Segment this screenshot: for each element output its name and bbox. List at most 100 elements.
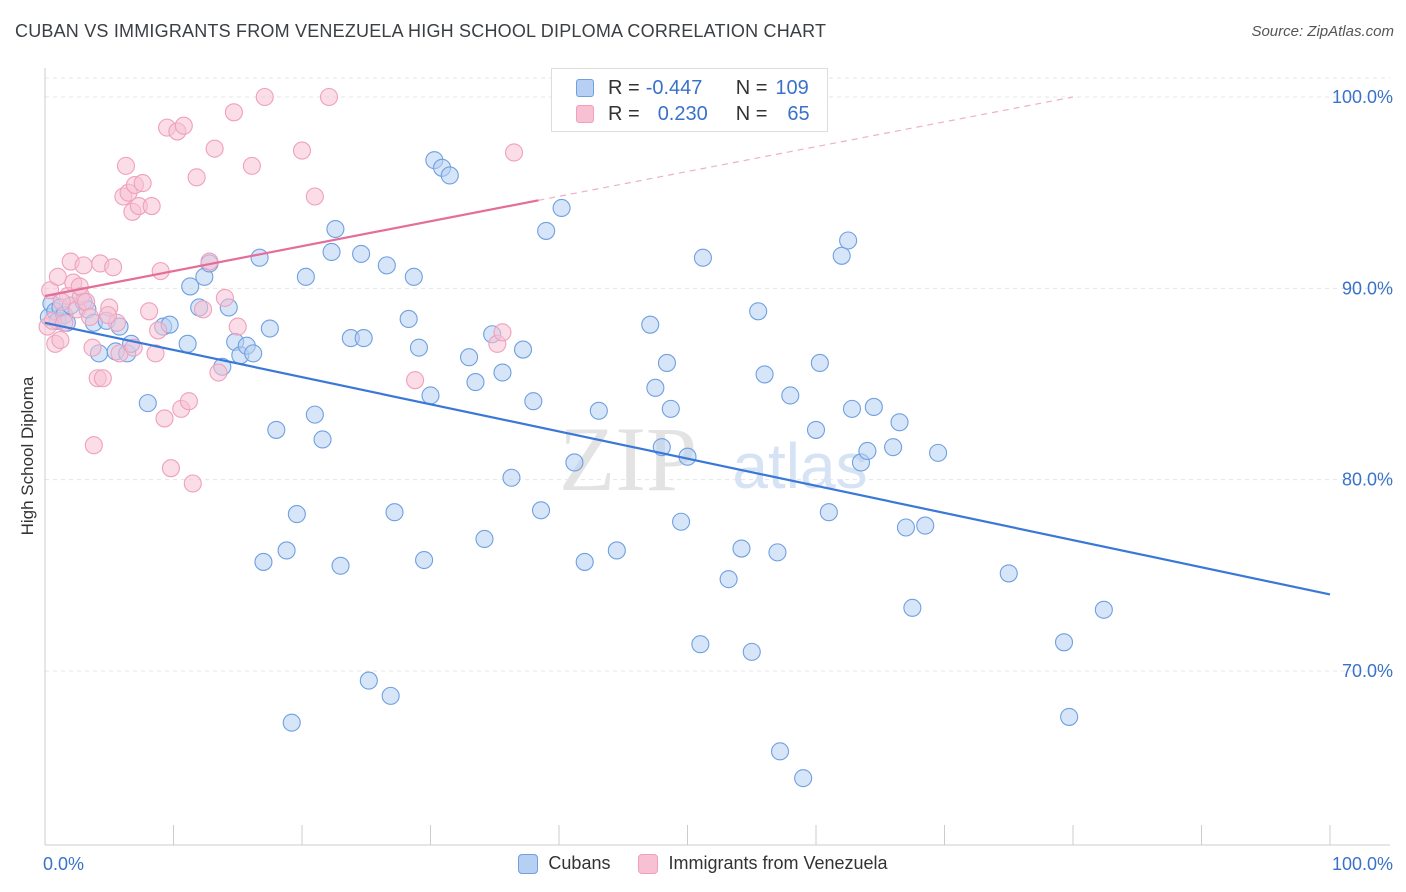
venezuela-point	[200, 252, 219, 271]
cubans-point	[819, 503, 838, 522]
cubans-point	[313, 430, 332, 449]
cubans-point	[377, 256, 396, 275]
legend-swatch-venezuela	[576, 105, 594, 123]
cubans-point	[1054, 633, 1074, 652]
cubans-point	[575, 552, 594, 571]
cubans-point	[354, 329, 373, 348]
venezuela-point	[104, 258, 123, 277]
venezuela-point	[51, 330, 70, 350]
cubans-point	[178, 334, 197, 353]
venezuela-point	[319, 87, 339, 107]
cubans-point	[999, 564, 1018, 583]
cubans-point	[250, 248, 269, 267]
venezuela-point	[151, 262, 170, 281]
legend-item-venezuela[interactable]: Immigrants from Venezuela	[638, 853, 888, 874]
venezuela-point	[292, 141, 312, 160]
cubans-point	[896, 518, 916, 537]
cubans-point	[742, 642, 761, 661]
legend-row-venezuela: R = 0.230 N = 65	[576, 103, 810, 125]
legend-r-label: R =	[608, 76, 640, 99]
cubans-point	[1060, 707, 1079, 726]
legend-swatch-cubans	[576, 79, 594, 97]
venezuela-point	[194, 300, 213, 319]
legend-item-cubans[interactable]: Cubans	[518, 853, 610, 874]
cubans-point	[916, 516, 935, 535]
y-tick-label: 100.0%	[1332, 87, 1393, 107]
cubans-point	[661, 399, 680, 418]
venezuela-point	[133, 174, 152, 193]
venezuela-point	[83, 338, 102, 357]
cubans-point	[531, 501, 551, 520]
venezuela-point	[146, 344, 165, 363]
venezuela-point	[215, 288, 234, 307]
cubans-point	[409, 338, 428, 357]
cubans-point	[440, 166, 459, 185]
cubans-point	[749, 302, 768, 321]
cubans-point	[404, 267, 423, 286]
cubans-point	[810, 353, 829, 373]
cubans-point	[864, 397, 883, 417]
venezuela-point	[98, 306, 118, 325]
venezuela-point	[224, 103, 243, 122]
cubans-point	[475, 529, 494, 549]
cubans-point	[806, 420, 826, 439]
cubans-point	[537, 221, 556, 240]
cubans-point	[890, 413, 909, 432]
legend-swatch-venezuela	[638, 853, 659, 874]
cubans-point	[719, 570, 738, 589]
cubans-point	[322, 242, 341, 262]
cubans-point	[693, 248, 712, 267]
watermark-atlas: atlas	[732, 430, 867, 502]
cubans-point	[138, 394, 157, 413]
cubans-point	[381, 686, 400, 705]
venezuela-point	[209, 363, 228, 382]
venezuela-point	[179, 392, 198, 411]
y-tick-label: 90.0%	[1342, 278, 1393, 298]
venezuela-point	[155, 409, 174, 428]
cubans-point	[326, 219, 345, 239]
cubans-point	[502, 468, 521, 487]
venezuela-point	[493, 323, 512, 342]
trendlines	[44, 96, 1331, 596]
x-tick-label: 0.0%	[43, 854, 84, 874]
cubans-point	[657, 353, 676, 373]
cubans-point	[1094, 600, 1113, 619]
series-legend: Cubans Immigrants from Venezuela	[0, 853, 1406, 874]
y-tick-label: 80.0%	[1342, 470, 1393, 490]
cubans-point	[552, 198, 571, 218]
legend-r-label: R =	[608, 102, 640, 125]
cubans-point	[903, 598, 922, 617]
cubans-point	[646, 378, 665, 397]
venezuela-point	[242, 156, 261, 175]
venezuela-point	[187, 168, 206, 187]
cubans-point	[770, 742, 790, 761]
venezuela-point	[174, 116, 193, 135]
cubans-points	[39, 151, 1113, 788]
venezuela-trendline-extension	[538, 96, 1074, 201]
cubans-point	[359, 671, 378, 690]
cubans-point	[641, 315, 660, 334]
venezuela-point	[116, 156, 136, 175]
cubans-point	[832, 246, 851, 265]
source-credit: Source: ZipAtlas.com	[1251, 23, 1394, 40]
cubans-point	[842, 399, 862, 418]
cubans-point	[732, 539, 751, 558]
cubans-point	[415, 550, 434, 570]
cubans-point	[839, 231, 858, 250]
cubans-point	[181, 277, 200, 296]
cubans-point	[524, 392, 543, 411]
venezuela-point	[77, 292, 96, 311]
venezuela-point	[140, 302, 159, 321]
cubans-point	[260, 319, 279, 338]
cubans-point	[399, 309, 418, 328]
cubans-point	[565, 453, 584, 472]
cubans-point	[421, 386, 440, 405]
cubans-point	[282, 713, 301, 732]
legend-r-value-venezuela: 0.230	[657, 102, 708, 125]
venezuela-point	[70, 277, 89, 296]
venezuela-point	[406, 371, 425, 390]
cubans-point	[513, 340, 533, 359]
x-tick-label: 100.0%	[1332, 854, 1393, 874]
cubans-point	[691, 635, 710, 654]
legend-r-value-cubans: -0.447	[645, 76, 703, 99]
